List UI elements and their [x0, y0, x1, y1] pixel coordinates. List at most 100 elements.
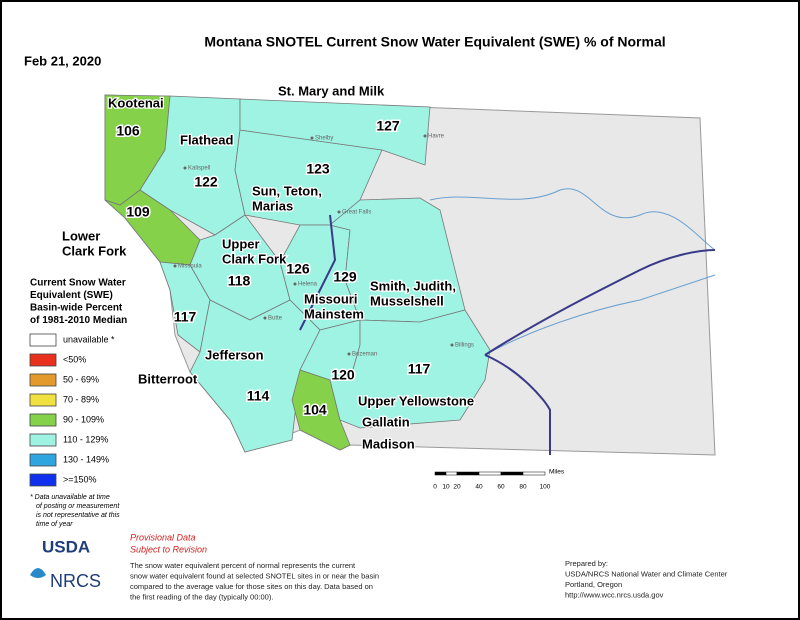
basin-value: 129: [333, 269, 357, 285]
basin-name: Gallatin: [362, 414, 410, 429]
basin-value: 117: [408, 361, 431, 377]
basin-name: Bitterroot: [138, 371, 198, 386]
legend-title: of 1981-2010 Median: [30, 315, 127, 326]
basin-name: Clark Fork: [222, 251, 287, 266]
legend-swatch: [29, 413, 57, 427]
legend-swatch: [29, 453, 57, 467]
basin-value: 123: [306, 161, 330, 177]
basin-name: Jefferson: [205, 347, 264, 362]
city-label: Helena: [298, 282, 318, 288]
title: Montana SNOTEL Current Snow Water Equiva…: [204, 34, 665, 50]
basin-value: 126: [286, 261, 310, 277]
provisional-note: Subject to Revision: [130, 544, 207, 554]
legend-swatch: [29, 373, 57, 387]
legend-label: 50 - 69%: [63, 374, 99, 384]
city-dot: [310, 136, 314, 140]
highways: [299, 214, 716, 455]
basin-name: Musselshell: [370, 293, 444, 308]
city-dot: [337, 210, 341, 214]
footnote: is not representative at this: [36, 512, 120, 519]
basin-area: [239, 98, 431, 166]
basin-value: 120: [331, 367, 355, 383]
legend-title: Basin-wide Percent: [30, 303, 123, 314]
basin-name: Flathead: [180, 132, 234, 147]
footnote: * Data unavailable at time: [30, 494, 110, 501]
scale-segment: [456, 471, 480, 476]
legend-label: <50%: [63, 354, 86, 364]
nrcs-logo: NRCS: [50, 571, 101, 591]
prepared-by: USDA/NRCS National Water and Climate Cen…: [565, 569, 728, 578]
legend-swatch: [29, 473, 57, 487]
legend-label: >=150%: [63, 474, 97, 484]
basin-value: 122: [194, 174, 218, 190]
legend-title: Current Snow Water: [30, 278, 126, 289]
city-label: Bozeman: [352, 352, 377, 358]
city-dot: [347, 352, 351, 356]
basin-name: Missouri: [304, 291, 357, 306]
basin-name: Madison: [362, 436, 415, 451]
basin-name: Upper: [222, 236, 260, 251]
legend-label: unavailable *: [63, 334, 115, 344]
scale-label: 40: [475, 484, 483, 491]
scale-label: 0: [433, 484, 437, 491]
city-label: Billings: [455, 343, 474, 349]
legend-swatch: [29, 353, 57, 367]
city-label: Kalispell: [188, 166, 210, 172]
description: compared to the average value for those …: [130, 582, 373, 591]
rivers: [429, 188, 716, 356]
scale-label: 80: [519, 484, 527, 491]
prepared-by: http://www.wcc.nrcs.usda.gov: [565, 590, 664, 599]
city-dot: [263, 316, 267, 320]
scale-label: 100: [540, 484, 551, 491]
basin-name: Marias: [252, 198, 293, 213]
basin-value: 117: [174, 309, 197, 325]
city-label: Missoula: [178, 264, 202, 270]
legend-label: 110 - 129%: [63, 434, 108, 444]
city-dot: [173, 264, 177, 268]
basin-name: St. Mary and Milk: [278, 83, 385, 98]
city-label: Havre: [428, 134, 445, 140]
city-dot: [423, 134, 427, 138]
description: snow water equivalent found at selected …: [130, 571, 379, 580]
basin-name: Lower: [62, 228, 100, 243]
scale-segment: [478, 471, 502, 476]
basin-value: 109: [126, 204, 150, 220]
date: Feb 21, 2020: [24, 53, 101, 68]
basin-name: Sun, Teton,: [252, 183, 322, 198]
description: the first reading of the day (typically …: [130, 592, 273, 601]
legend-label: 90 - 109%: [63, 414, 104, 424]
basin-value: 127: [376, 118, 400, 134]
usda-logo: USDA: [42, 537, 90, 556]
basin-value: 118: [228, 273, 251, 289]
scale-label: 60: [497, 484, 505, 491]
city-dot: [293, 282, 297, 286]
legend-swatch: [29, 433, 57, 447]
basin-value: 114: [247, 388, 270, 404]
footnote: of posting or measurement: [36, 503, 120, 510]
legend-label: 70 - 89%: [63, 394, 99, 404]
provisional-note: Provisional Data: [130, 532, 196, 542]
description: The snow water equivalent percent of nor…: [130, 561, 356, 570]
footnote: time of year: [36, 521, 73, 528]
nrcs-drop: [30, 568, 46, 578]
scale-label: 20: [453, 484, 461, 491]
basin-value: 104: [303, 402, 327, 418]
legend-swatch: [29, 333, 57, 347]
city-label: Butte: [268, 316, 283, 322]
city-label: Great Falls: [342, 210, 371, 216]
scale-unit: Miles: [549, 469, 565, 476]
prepared-by: Prepared by:: [565, 559, 608, 568]
basin-name: Kootenai: [108, 95, 164, 110]
basin-name: Smith, Judith,: [370, 278, 456, 293]
basin-value: 106: [116, 123, 140, 139]
basin-name: Clark Fork: [62, 243, 127, 258]
legend-swatch: [29, 393, 57, 407]
basin-name: Upper Yellowstone: [358, 393, 474, 408]
scale-segment: [522, 471, 546, 476]
legend-title: Equivalent (SWE): [30, 290, 113, 301]
prepared-by: Portland, Oregon: [565, 580, 622, 589]
basin-area: [329, 309, 491, 429]
city-dot: [450, 343, 454, 347]
scale-label: 10: [442, 484, 450, 491]
